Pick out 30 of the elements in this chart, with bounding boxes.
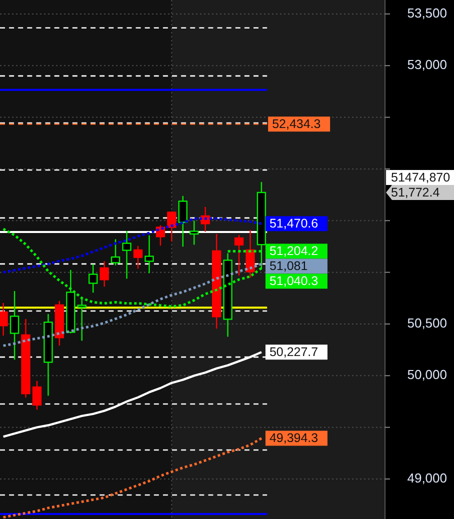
candlestick bbox=[190, 220, 199, 246]
data-label: 51,470.6 bbox=[269, 216, 318, 230]
candlestick bbox=[88, 264, 98, 294]
candlestick bbox=[122, 230, 132, 280]
candlestick bbox=[178, 195, 188, 248]
data-label: 49,394.3 bbox=[269, 431, 318, 446]
text: 51474,870 bbox=[391, 170, 450, 184]
y-tick-label: 53,500 bbox=[407, 5, 447, 20]
y-tick-label: 53,000 bbox=[407, 57, 447, 72]
y-tick-label: 49,000 bbox=[407, 470, 447, 486]
candlestick bbox=[133, 245, 143, 270]
candlestick bbox=[0, 302, 8, 336]
data-label: 50,227.7 bbox=[269, 344, 318, 359]
data-label: 51,040.3 bbox=[269, 274, 318, 288]
candlestick bbox=[10, 290, 20, 360]
candlestick bbox=[144, 234, 154, 274]
text: 51,772.4 bbox=[391, 185, 440, 200]
candlestick bbox=[167, 210, 176, 242]
y-tick-label: 50,000 bbox=[407, 367, 447, 382]
ref-line-label: 52,434.3 bbox=[272, 116, 321, 131]
line-series bbox=[2, 437, 263, 518]
data-label: 51,204.2 bbox=[269, 244, 318, 258]
candlestick bbox=[110, 238, 120, 266]
data-label: 51,081 bbox=[269, 259, 308, 274]
candlestick bbox=[100, 260, 109, 288]
candlestick bbox=[32, 380, 42, 410]
y-tick-label: 50,500 bbox=[407, 315, 447, 330]
line-series bbox=[2, 351, 263, 438]
candlestick bbox=[234, 234, 244, 276]
candlestick bbox=[246, 229, 255, 278]
